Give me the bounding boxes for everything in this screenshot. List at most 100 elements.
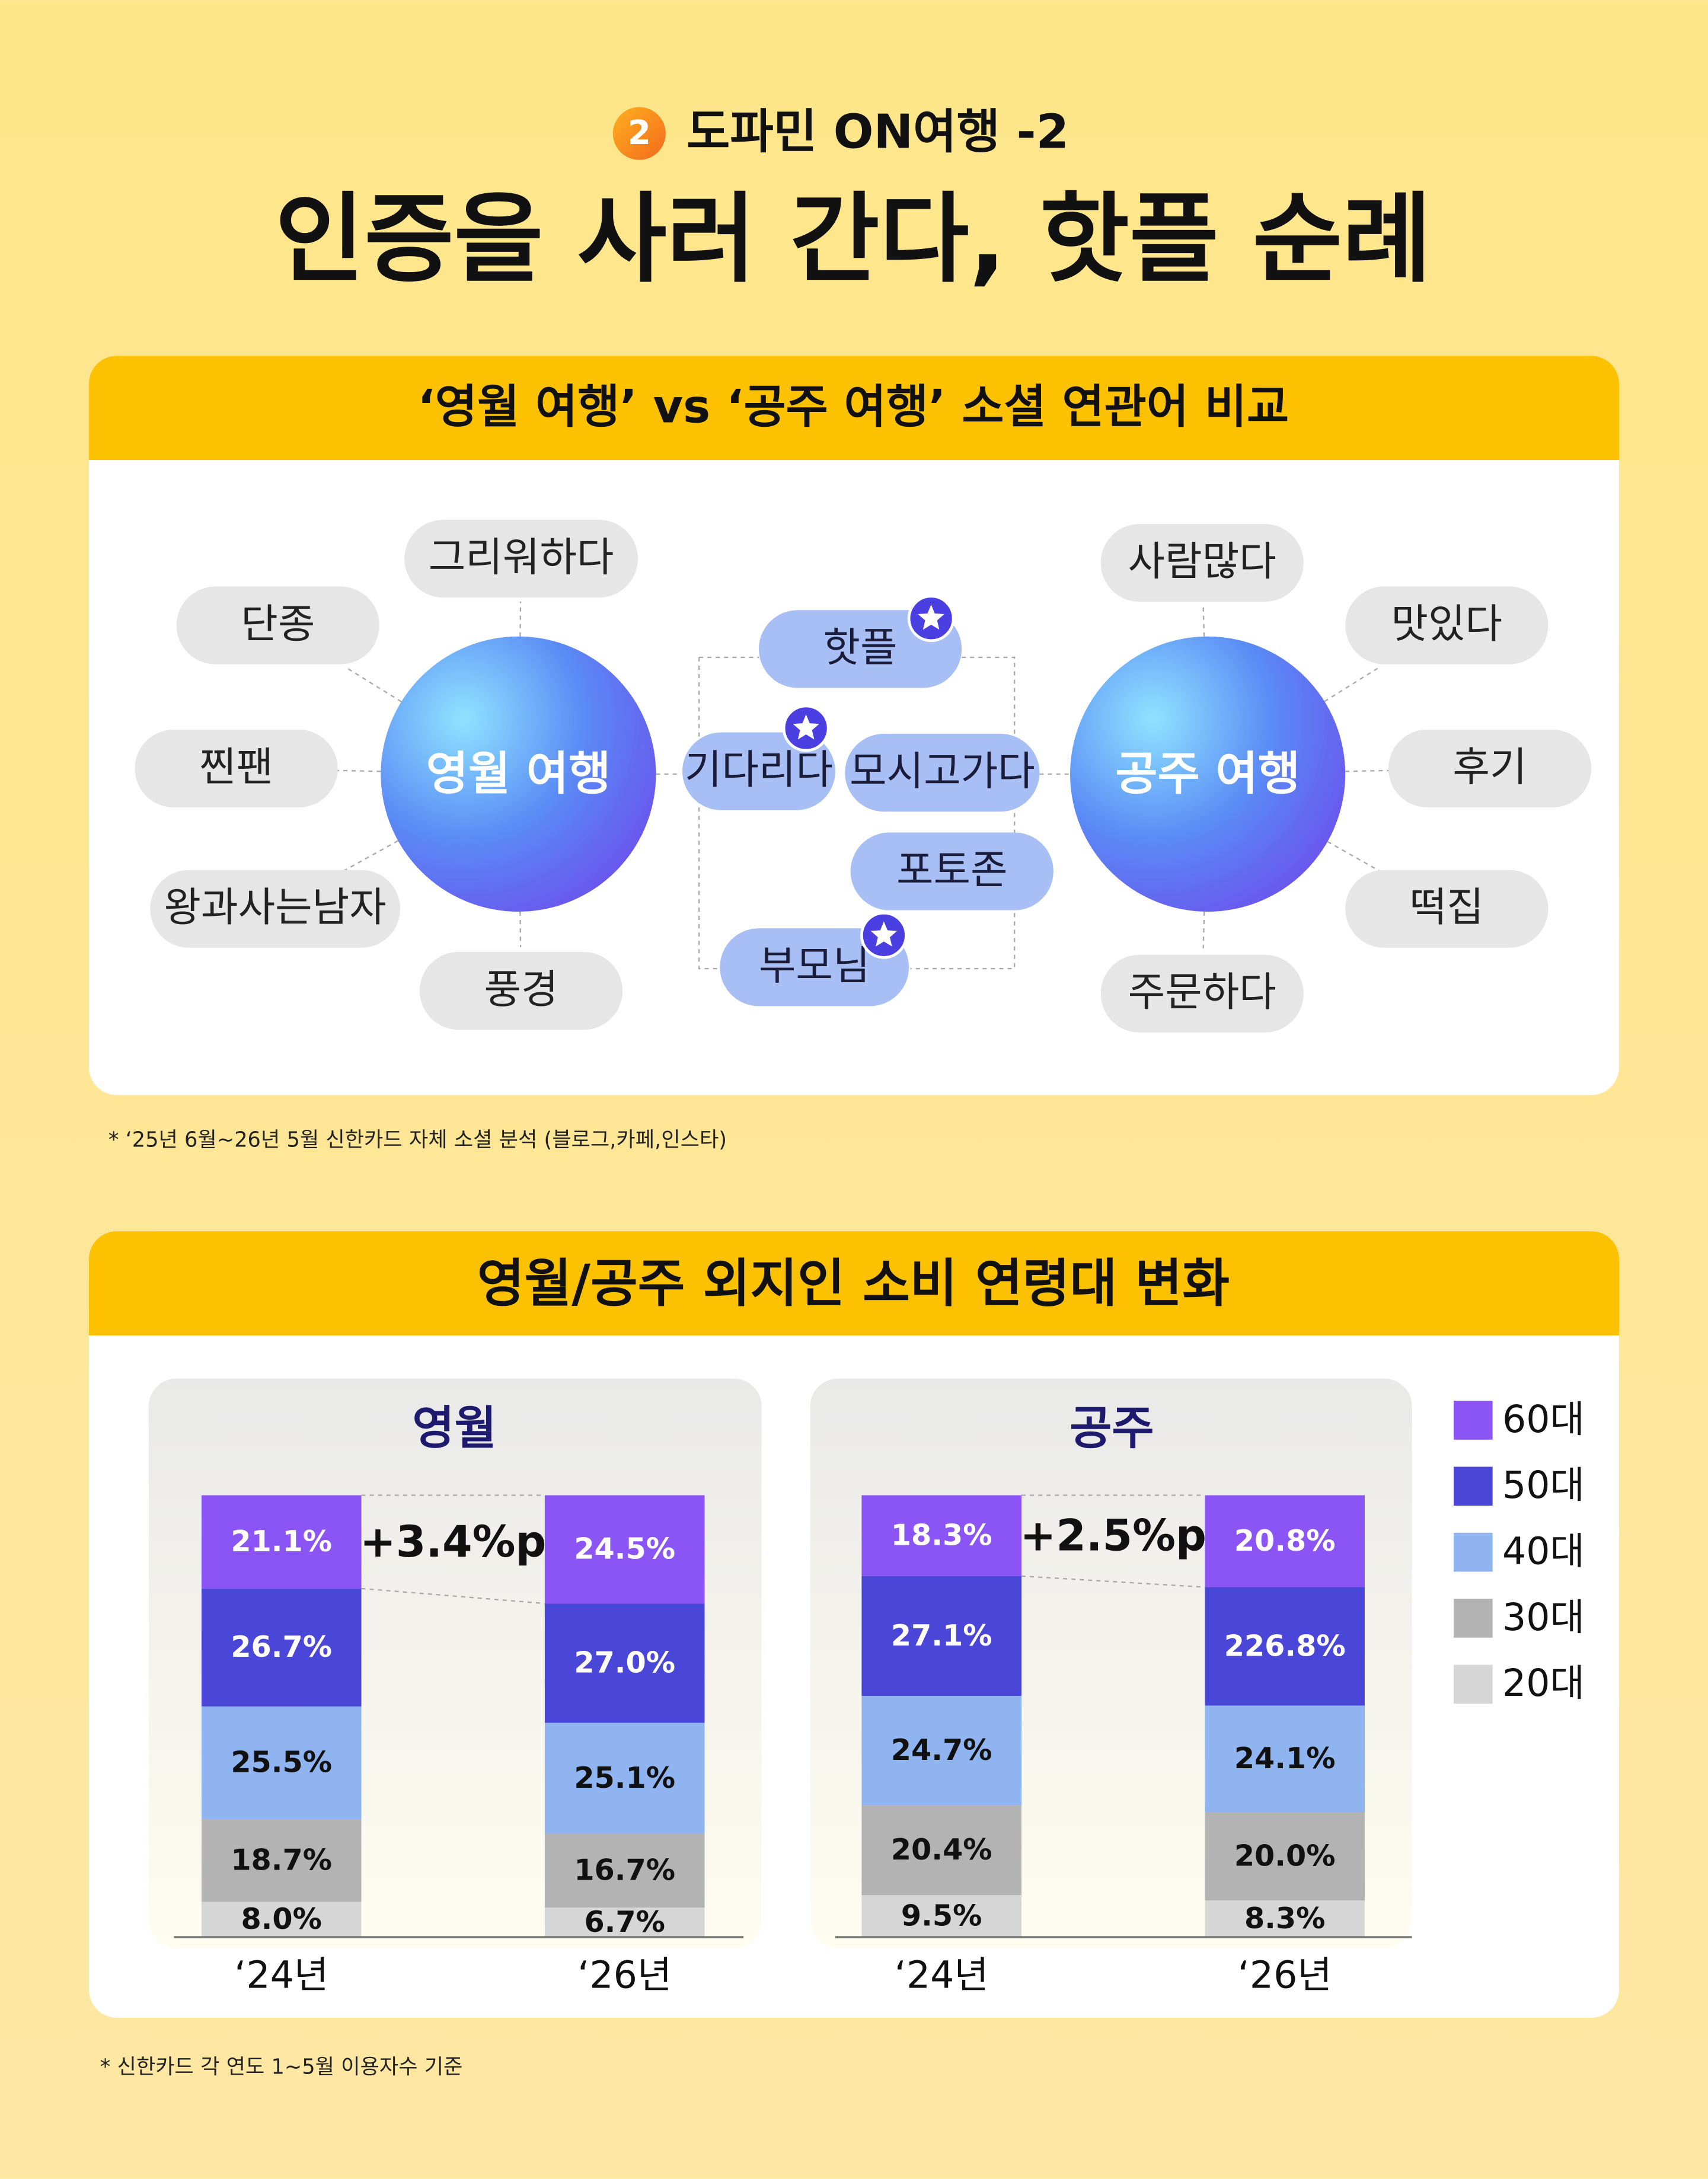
- word-label: 단종: [241, 601, 315, 648]
- bar-segment: [1205, 1587, 1365, 1706]
- word-pill: [720, 928, 909, 1007]
- bar-segment: [201, 1706, 362, 1819]
- card-title: 영월/공주 외지인 소비 연령대 변화: [477, 1254, 1230, 1314]
- value-label: 226.8%: [1224, 1628, 1346, 1663]
- value-label: 18.7%: [231, 1842, 332, 1877]
- value-label: 21.1%: [231, 1524, 332, 1558]
- bar-segment: [861, 1576, 1021, 1696]
- chart-title: 영월: [412, 1402, 496, 1455]
- word-label: 포토존: [896, 847, 1008, 894]
- card-header: [89, 356, 1619, 461]
- value-label: 20.0%: [1234, 1838, 1336, 1873]
- x-tick-label: ‘26년: [1238, 1953, 1332, 1997]
- connector: [1202, 603, 1205, 637]
- legend-label: 30대: [1502, 1595, 1585, 1639]
- badge-number: 2: [628, 114, 651, 152]
- bar-segment: [201, 1902, 362, 1937]
- bar-segment: [861, 1805, 1021, 1896]
- word-label: 주문하다: [1128, 969, 1276, 1016]
- word-label: 모시고가다: [850, 748, 1035, 795]
- legend-swatch: [1454, 1599, 1493, 1638]
- bar-segment: [201, 1588, 362, 1707]
- hub-circle: [381, 636, 656, 912]
- word-pill: [845, 733, 1040, 812]
- word-label: 후기: [1452, 744, 1527, 791]
- bar-segment: [544, 1908, 705, 1937]
- bar-segment: [544, 1833, 705, 1908]
- connector: [910, 656, 1016, 970]
- value-label: 26.7%: [231, 1630, 332, 1664]
- connector: [1202, 911, 1205, 949]
- word-pill: [419, 951, 623, 1030]
- legend-label: 60대: [1502, 1397, 1585, 1441]
- value-label: 27.0%: [574, 1646, 675, 1680]
- hub-label: 영월 여행: [426, 747, 611, 801]
- value-label: 9.5%: [901, 1898, 982, 1932]
- legend-label: 50대: [1502, 1463, 1585, 1507]
- word-pill: [176, 586, 379, 664]
- charts: 영월 8.0% 18.7% 25.5% 26.7% 21.1% ‘24년 6.7% 16.7% 2…: [148, 1378, 1412, 1997]
- bar-segment: [1205, 1495, 1365, 1587]
- value-label: 24.7%: [891, 1733, 992, 1767]
- value-label: 20.4%: [891, 1832, 992, 1867]
- word-pill: [1100, 523, 1304, 602]
- footnote: * ‘25년 6월~26년 5월 신한카드 자체 소셜 분석 (블로그,카페,인…: [108, 1128, 727, 1152]
- legend-swatch: [1454, 1532, 1493, 1572]
- value-label: 24.1%: [1234, 1741, 1336, 1775]
- word-pill: [1345, 870, 1549, 948]
- legend-label: 20대: [1502, 1661, 1585, 1705]
- word-pill: [1388, 729, 1592, 808]
- word-label: 풍경: [484, 966, 558, 1013]
- word-label: 떡집: [1410, 884, 1484, 931]
- value-label: 8.3%: [1244, 1901, 1326, 1935]
- bar-segment: [544, 1603, 705, 1723]
- bar-segment: [861, 1695, 1021, 1806]
- bar-segment: [201, 1819, 362, 1902]
- connector: [345, 666, 402, 702]
- annotation: +3.4%p: [360, 1517, 546, 1567]
- word-label: 맛있다: [1391, 601, 1502, 648]
- word-label: 그리워하다: [429, 534, 614, 581]
- bar-segment: [544, 1723, 705, 1834]
- main-title: 인증을 사러 간다, 핫플 순례: [275, 183, 1432, 296]
- value-label: 25.1%: [574, 1761, 675, 1795]
- word-pill: [850, 832, 1053, 910]
- connector: [1021, 1575, 1205, 1588]
- bar-segment: [544, 1495, 705, 1604]
- value-label: 8.0%: [241, 1902, 322, 1936]
- value-label: 24.5%: [574, 1532, 675, 1566]
- footnote: * 신한카드 각 연도 1~5월 이용자수 기준: [100, 2055, 463, 2079]
- subtitle: 도파민 ON여행 -2: [687, 104, 1069, 159]
- annotation: +2.5%p: [1020, 1511, 1206, 1561]
- word-pill: [1100, 954, 1304, 1033]
- hub-label: 공주 여행: [1115, 747, 1300, 801]
- star-icon: [918, 604, 944, 630]
- word-pill: [682, 732, 835, 810]
- connector: [1327, 841, 1382, 873]
- star-icon: [793, 714, 819, 740]
- word-label: 부모님: [759, 943, 870, 990]
- word-pill: [150, 870, 401, 948]
- value-label: 16.7%: [574, 1853, 675, 1887]
- bar-segment: [861, 1895, 1021, 1937]
- connector: [315, 769, 381, 772]
- value-label: 20.8%: [1234, 1523, 1336, 1558]
- word-label: 찐팬: [199, 744, 273, 791]
- legend-label: 40대: [1502, 1529, 1585, 1573]
- connector: [361, 1587, 545, 1605]
- x-tick-label: ‘24년: [234, 1953, 328, 1997]
- connector: [1345, 769, 1410, 772]
- x-tick-label: ‘26년: [577, 1953, 672, 1997]
- word-pill: [135, 729, 338, 808]
- word-label: 사람많다: [1128, 538, 1276, 585]
- value-label: 6.7%: [584, 1905, 665, 1939]
- bar-segment: [201, 1495, 362, 1589]
- connector: [519, 911, 522, 948]
- value-label: 27.1%: [891, 1618, 992, 1653]
- x-tick-label: ‘24년: [895, 1953, 989, 1997]
- connector: [1324, 666, 1380, 702]
- legend-swatch: [1454, 1664, 1493, 1704]
